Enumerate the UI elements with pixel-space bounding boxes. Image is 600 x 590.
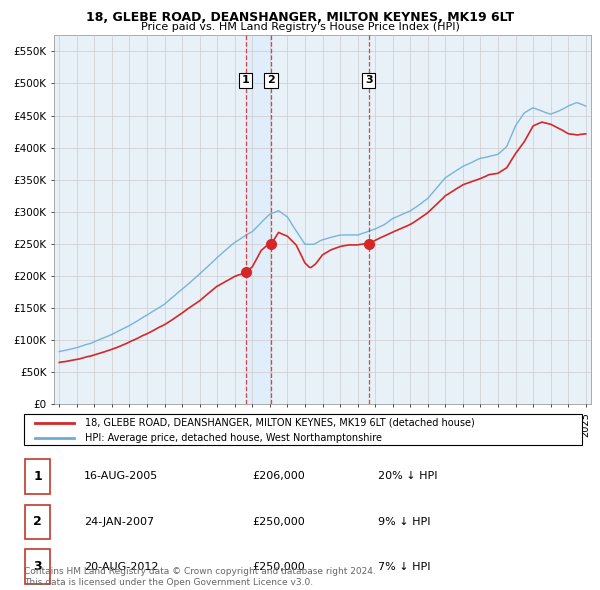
Text: 1: 1 <box>242 76 250 86</box>
Text: Contains HM Land Registry data © Crown copyright and database right 2024.: Contains HM Land Registry data © Crown c… <box>24 566 376 576</box>
FancyBboxPatch shape <box>25 549 50 584</box>
Text: 2: 2 <box>267 76 275 86</box>
Text: 20-AUG-2012: 20-AUG-2012 <box>84 562 158 572</box>
FancyBboxPatch shape <box>25 504 50 539</box>
Text: HPI: Average price, detached house, West Northamptonshire: HPI: Average price, detached house, West… <box>85 432 382 442</box>
Text: 1: 1 <box>33 470 42 483</box>
Text: 16-AUG-2005: 16-AUG-2005 <box>84 471 158 481</box>
Text: 3: 3 <box>33 560 42 573</box>
Text: This data is licensed under the Open Government Licence v3.0.: This data is licensed under the Open Gov… <box>24 578 313 588</box>
FancyBboxPatch shape <box>25 459 50 494</box>
Text: 2: 2 <box>33 515 42 529</box>
Text: £250,000: £250,000 <box>252 517 305 527</box>
Text: 24-JAN-2007: 24-JAN-2007 <box>84 517 154 527</box>
Text: 9% ↓ HPI: 9% ↓ HPI <box>378 517 431 527</box>
Text: Price paid vs. HM Land Registry's House Price Index (HPI): Price paid vs. HM Land Registry's House … <box>140 22 460 32</box>
Text: £206,000: £206,000 <box>252 471 305 481</box>
Text: 20% ↓ HPI: 20% ↓ HPI <box>378 471 437 481</box>
Text: 18, GLEBE ROAD, DEANSHANGER, MILTON KEYNES, MK19 6LT (detached house): 18, GLEBE ROAD, DEANSHANGER, MILTON KEYN… <box>85 418 475 428</box>
FancyBboxPatch shape <box>24 414 582 445</box>
Text: 7% ↓ HPI: 7% ↓ HPI <box>378 562 431 572</box>
Bar <box>245 35 271 404</box>
Text: 18, GLEBE ROAD, DEANSHANGER, MILTON KEYNES, MK19 6LT: 18, GLEBE ROAD, DEANSHANGER, MILTON KEYN… <box>86 11 514 24</box>
Text: 3: 3 <box>365 76 373 86</box>
Text: £250,000: £250,000 <box>252 562 305 572</box>
